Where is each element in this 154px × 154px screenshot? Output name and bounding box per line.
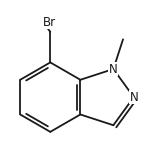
- Text: N: N: [109, 63, 118, 76]
- Text: N: N: [129, 91, 138, 104]
- Text: Br: Br: [43, 16, 56, 29]
